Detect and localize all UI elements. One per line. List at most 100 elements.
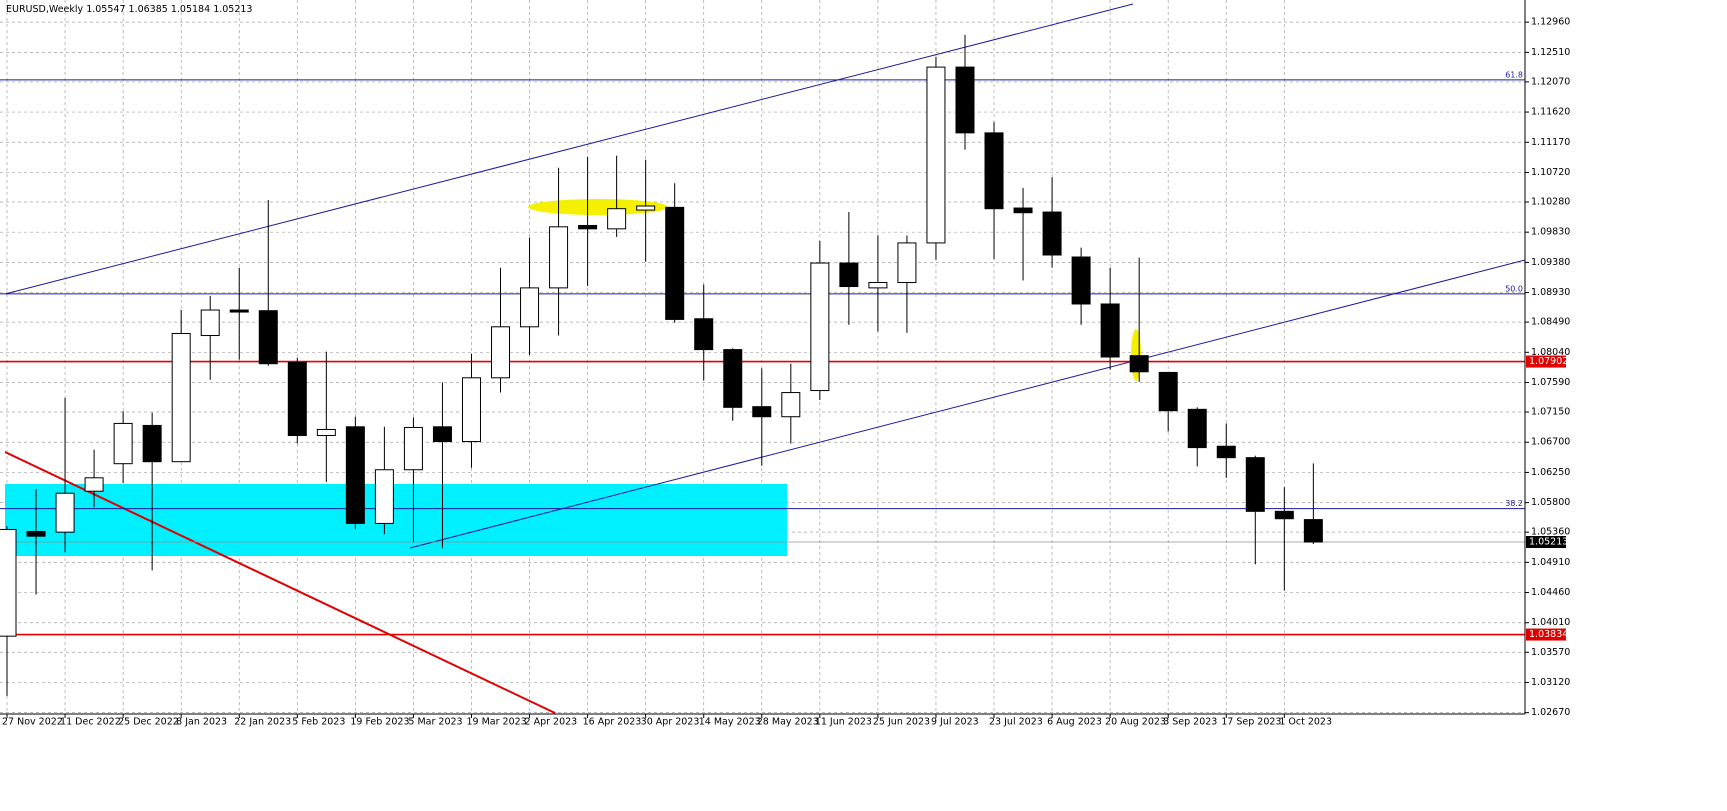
candle-body <box>491 326 511 379</box>
high: 1.06385 <box>129 4 168 15</box>
x-tick-label: 8 Jan 2023 <box>176 717 227 728</box>
x-tick-label: 11 Jun 2023 <box>815 717 872 728</box>
header: EURUSD,Weekly 1.05547 1.06385 1.05184 1.… <box>6 4 252 15</box>
price-tag-label: 1.07902 <box>1529 356 1568 367</box>
trend-line <box>4 3 1134 295</box>
y-tick-label: 1.06700 <box>1531 437 1570 448</box>
candle-body <box>810 262 830 392</box>
y-tick-label: 1.08490 <box>1531 317 1570 328</box>
candle-body <box>1216 445 1236 459</box>
candle-body <box>839 262 859 288</box>
x-tick-label: 5 Feb 2023 <box>292 717 345 728</box>
candle-body <box>374 469 394 524</box>
highlight <box>528 199 668 215</box>
low: 1.05184 <box>171 4 210 15</box>
candle-body <box>432 426 452 443</box>
x-tick-label: 23 Jul 2023 <box>989 717 1043 728</box>
trend-line <box>4 451 556 714</box>
price-tag-label: 1.05213 <box>1529 537 1568 548</box>
y-tick-label: 1.10280 <box>1531 196 1570 207</box>
y-tick-label: 1.04460 <box>1531 587 1570 598</box>
x-tick-label: 11 Dec 2022 <box>60 717 121 728</box>
x-tick-label: 14 May 2023 <box>699 717 761 728</box>
candle-body <box>1303 519 1323 543</box>
y-tick-label: 1.10720 <box>1531 167 1570 178</box>
candle-body <box>955 66 975 134</box>
candle-body <box>607 208 627 230</box>
y-tick-label: 1.08930 <box>1531 287 1570 298</box>
axes: 1.12960 1.12510 1.12070 1.11620 1.11170 1.107… <box>0 0 1570 728</box>
close: 1.05213 <box>213 4 252 15</box>
candle-body <box>549 226 569 289</box>
y-tick-label: 1.05360 <box>1531 527 1570 538</box>
candle-body <box>200 309 220 337</box>
fib-label: 61.8 <box>1505 70 1523 79</box>
candle-body <box>1013 207 1033 214</box>
drawings <box>4 3 1525 714</box>
candle-body <box>665 206 685 320</box>
y-tick-label: 1.07150 <box>1531 407 1570 418</box>
price-tag <box>1526 628 1566 641</box>
candle-body <box>229 309 249 313</box>
y-tick-label: 1.03570 <box>1531 647 1570 658</box>
y-tick-label: 1.09380 <box>1531 257 1570 268</box>
y-tick-label: 1.12510 <box>1531 47 1570 58</box>
candle-body <box>520 287 540 328</box>
x-tick-label: 19 Mar 2023 <box>466 717 526 728</box>
y-tick-label: 1.03120 <box>1531 677 1570 688</box>
x-tick-label: 1 Oct 2023 <box>1279 717 1332 728</box>
candle-body <box>723 349 743 408</box>
candle-body <box>984 132 1004 210</box>
price-tag <box>1526 355 1566 368</box>
symbol: EURUSD,Weekly <box>6 4 84 15</box>
candle-body <box>694 318 714 351</box>
y-tick-label: 1.07590 <box>1531 377 1570 388</box>
y-tick-label: 1.08040 <box>1531 347 1570 358</box>
candle-body <box>1129 355 1149 373</box>
x-tick-label: 22 Jan 2023 <box>234 717 291 728</box>
candle-body <box>461 377 481 443</box>
candles <box>0 34 1323 696</box>
x-tick-label: 16 Apr 2023 <box>583 717 642 728</box>
price-tag <box>1526 536 1566 549</box>
open: 1.05547 <box>86 4 125 15</box>
trend-line <box>409 259 1525 549</box>
zone <box>5 484 787 556</box>
candle-body <box>752 406 772 418</box>
candle-body <box>316 428 336 437</box>
y-tick-label: 1.12070 <box>1531 76 1570 87</box>
x-tick-label: 27 Nov 2022 <box>2 717 63 728</box>
x-tick-label: 2 Apr 2023 <box>525 717 578 728</box>
candle-body <box>258 310 278 365</box>
y-tick-label: 1.06250 <box>1531 467 1570 478</box>
candle-body <box>142 424 162 463</box>
fib-label: 38.2 <box>1505 499 1523 508</box>
candle-body <box>1245 457 1265 512</box>
candle-body <box>926 66 946 244</box>
y-tick-label: 1.12960 <box>1531 17 1570 28</box>
candle-body <box>1158 371 1178 412</box>
x-tick-label: 3 Sep 2023 <box>1163 717 1217 728</box>
candle-body <box>0 528 17 637</box>
x-tick-label: 25 Jun 2023 <box>873 717 930 728</box>
x-tick-label: 6 Aug 2023 <box>1047 717 1102 728</box>
y-tick-label: 1.04910 <box>1531 557 1570 568</box>
candle-body <box>345 426 365 524</box>
candle-body <box>1071 256 1091 305</box>
candle-body <box>897 242 917 284</box>
x-tick-label: 25 Dec 2022 <box>118 717 179 728</box>
candle-body <box>868 282 888 289</box>
candle-body <box>287 361 307 437</box>
candle-body <box>578 224 598 230</box>
candle-body <box>84 477 104 492</box>
x-tick-label: 19 Feb 2023 <box>350 717 409 728</box>
fib-label: 50.0 <box>1505 284 1523 293</box>
x-tick-label: 17 Sep 2023 <box>1221 717 1281 728</box>
x-tick-label: 5 Mar 2023 <box>408 717 462 728</box>
x-tick-label: 20 Aug 2023 <box>1105 717 1166 728</box>
candle-body <box>403 426 423 471</box>
candle-body <box>1100 303 1120 358</box>
price-tag-label: 1.03834 <box>1529 629 1568 640</box>
